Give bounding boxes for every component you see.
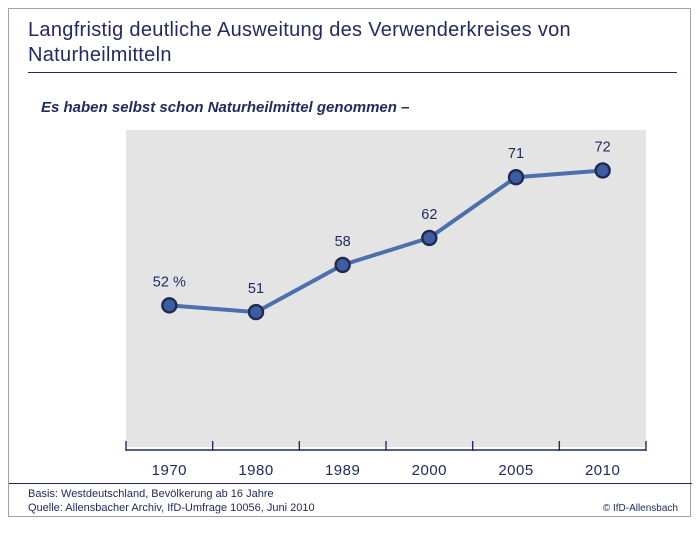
x-axis-label-2000: 2000 <box>412 462 447 479</box>
trend-line <box>167 168 605 315</box>
data-label-1980: 51 <box>248 281 264 297</box>
x-axis-label-1970: 1970 <box>152 462 187 479</box>
data-label-2010: 72 <box>595 139 611 155</box>
data-label-1970: 52 % <box>153 274 186 290</box>
data-point-2005 <box>507 169 525 186</box>
data-point-1980 <box>247 303 265 321</box>
title-divider <box>28 72 677 73</box>
data-point-1989 <box>334 256 351 274</box>
data-point-2010 <box>594 162 611 179</box>
x-axis-label-2010: 2010 <box>585 462 620 479</box>
page-title: Langfristig deutliche Ausweitung des Ver… <box>28 19 571 66</box>
data-label-2000: 62 <box>421 207 437 223</box>
x-axis-label-1989: 1989 <box>325 462 360 479</box>
plot-area <box>126 130 646 447</box>
data-point-2000 <box>421 229 438 247</box>
x-axis-label-1980: 1980 <box>238 462 273 479</box>
slide-frame: Langfristig deutliche Ausweitung des Ver… <box>8 8 692 517</box>
footer-source: Quelle: Allensbacher Archiv, IfD-Umfrage… <box>28 502 315 514</box>
footer-copyright: © IfD-Allensbach <box>602 503 678 514</box>
chart-subtitle: Es haben selbst schon Naturheilmittel ge… <box>41 99 410 116</box>
data-label-1989: 58 <box>335 234 351 250</box>
footer-divider <box>9 483 692 484</box>
line-chart: 52 % 51 58 62 71 72 1970 1980 1989 2000 2005 2010 <box>125 130 647 479</box>
x-axis-label-2005: 2005 <box>498 462 533 479</box>
data-label-2005: 71 <box>508 146 524 162</box>
footer-basis: Basis: Westdeutschland, Bevölkerung ab 1… <box>28 488 274 500</box>
data-point-1970 <box>161 297 178 314</box>
